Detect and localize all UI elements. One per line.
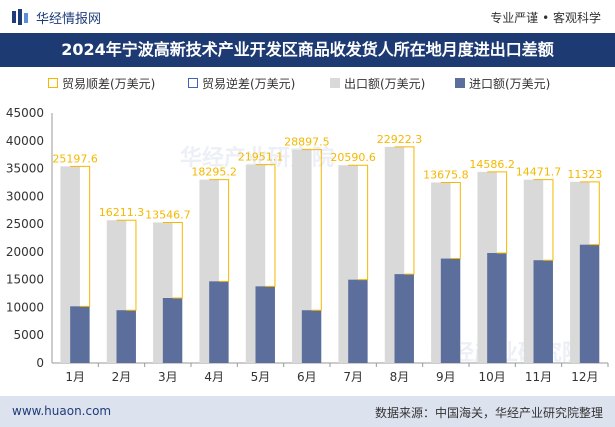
surplus-data-label: 18295.2 [191, 166, 237, 179]
import-bar [487, 253, 507, 363]
y-tick-label: 0 [36, 356, 44, 370]
legend-item-export: 出口额(万美元) [330, 73, 425, 93]
top-bar: 华经情报网 专业严谨 • 客观科学 [0, 0, 615, 33]
x-tick-label: 11月 [525, 370, 552, 384]
surplus-bracket [255, 164, 276, 287]
import-bar [301, 310, 322, 363]
legend-label-deficit: 贸易逆差(万美元) [202, 76, 296, 91]
x-tick-label: 4月 [204, 370, 224, 384]
legend-swatch-deficit [188, 78, 198, 88]
surplus-bracket [209, 179, 230, 282]
legend-swatch-export [330, 78, 340, 88]
surplus-data-label: 14586.2 [469, 158, 515, 171]
y-tick-label: 30000 [6, 189, 44, 203]
y-tick-label: 5000 [13, 328, 44, 342]
legend: 贸易顺差(万美元) 贸易逆差(万美元) 出口额(万美元) 进口额(万美元) [0, 73, 615, 93]
legend-item-deficit: 贸易逆差(万美元) [188, 73, 295, 93]
footer: www.huaon.com 数据来源：中国海关，华经产业研究院整理 [0, 396, 615, 427]
surplus-bracket [440, 181, 461, 260]
logo-icon [12, 9, 28, 25]
import-bar [440, 258, 461, 363]
surplus-bracket [162, 221, 183, 299]
y-tick-label: 25000 [6, 217, 44, 231]
x-tick-label: 1月 [65, 370, 85, 384]
y-tick-label: 40000 [6, 134, 44, 148]
surplus-bracket [70, 165, 91, 307]
surplus-bracket [348, 164, 369, 281]
surplus-data-label: 21951.1 [238, 151, 284, 164]
y-tick-label: 45000 [6, 106, 44, 120]
footer-source: 数据来源：中国海关，华经产业研究院整理 [374, 406, 603, 420]
y-tick-label: 15000 [6, 273, 44, 287]
legend-swatch-import [455, 78, 465, 88]
x-tick-label: 12月 [571, 370, 598, 384]
legend-label-export: 出口额(万美元) [344, 76, 426, 91]
surplus-bracket [533, 179, 554, 261]
legend-label-surplus: 贸易顺差(万美元) [62, 76, 156, 91]
x-tick-label: 5月 [251, 370, 271, 384]
import-bar [394, 274, 414, 363]
surplus-bracket [394, 146, 415, 275]
import-bar [162, 298, 183, 363]
legend-item-surplus: 贸易顺差(万美元) [48, 73, 155, 93]
surplus-data-label: 14471.7 [516, 166, 562, 179]
x-tick-label: 3月 [158, 370, 178, 384]
surplus-data-label: 28897.5 [284, 136, 330, 149]
import-bar [348, 279, 368, 363]
x-tick-label: 10月 [479, 370, 506, 384]
x-tick-label: 8月 [390, 370, 410, 384]
surplus-data-label: 11323 [567, 168, 602, 181]
legend-label-import: 进口额(万美元) [469, 76, 551, 91]
footer-url[interactable]: www.huaon.com [12, 404, 112, 418]
legend-swatch-surplus [48, 78, 58, 88]
surplus-data-label: 25197.6 [52, 152, 98, 165]
surplus-bracket [301, 149, 322, 311]
title-bar: 2024年宁波高新技术产业开发区商品收发货人所在地月度进出口差额 [0, 33, 615, 67]
logo-text: 华经情报网 [36, 12, 102, 27]
legend-item-import: 进口额(万美元) [455, 73, 550, 93]
export-bar [292, 149, 312, 363]
import-bar [209, 281, 229, 363]
surplus-data-label: 20590.6 [330, 151, 376, 164]
x-tick-label: 7月 [343, 370, 363, 384]
slogan: 专业严谨 • 客观科学 [490, 11, 601, 25]
y-tick-label: 10000 [6, 300, 44, 314]
surplus-bracket [579, 181, 600, 246]
x-tick-label: 2月 [112, 370, 132, 384]
chart-area: 华经产业研究院华经产业研究院05000100001500020000250003… [6, 106, 609, 384]
import-bar [116, 310, 136, 363]
import-bar [579, 244, 600, 363]
chart-title: 2024年宁波高新技术产业开发区商品收发货人所在地月度进出口差额 [61, 40, 554, 59]
import-bar [70, 306, 90, 363]
surplus-data-label: 13546.7 [145, 208, 191, 221]
y-tick-label: 20000 [6, 245, 44, 259]
import-bar [255, 286, 275, 363]
x-tick-label: 6月 [297, 370, 317, 384]
surplus-bracket [116, 219, 137, 311]
surplus-data-label: 22922.3 [377, 133, 423, 146]
surplus-data-label: 13675.8 [423, 168, 469, 181]
import-bar [533, 260, 553, 363]
surplus-bracket [487, 171, 508, 254]
surplus-data-label: 16211.3 [99, 206, 145, 219]
y-tick-label: 35000 [6, 162, 44, 176]
x-tick-label: 9月 [436, 370, 456, 384]
